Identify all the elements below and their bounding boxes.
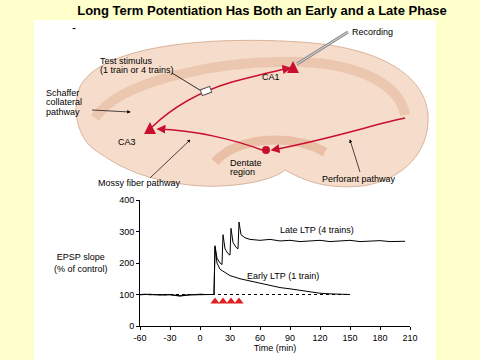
svg-text:100: 100 (119, 290, 134, 300)
svg-text:300: 300 (119, 227, 134, 237)
svg-text:400: 400 (119, 195, 134, 205)
svg-text:150: 150 (342, 333, 357, 343)
svg-text:0: 0 (197, 333, 202, 343)
svg-text:60: 60 (255, 333, 265, 343)
svg-text:200: 200 (119, 258, 134, 268)
svg-text:Test stimulus(1 train or 4 tra: Test stimulus(1 train or 4 trains) (100, 56, 174, 75)
svg-text:120: 120 (312, 333, 327, 343)
svg-text:CA1: CA1 (262, 72, 280, 82)
svg-text:210: 210 (402, 333, 417, 343)
svg-text:Long Term Potentiation Has Bot: Long Term Potentiation Has Both an Early… (77, 3, 447, 18)
svg-text:Early LTP (1 train): Early LTP (1 train) (247, 271, 319, 281)
svg-text:30: 30 (225, 333, 235, 343)
svg-text:-30: -30 (163, 333, 176, 343)
svg-text:EPSP slope(% of control): EPSP slope(% of control) (54, 252, 108, 274)
svg-text:Dentateregion: Dentateregion (230, 158, 262, 177)
svg-text:Late LTP (4 trains): Late LTP (4 trains) (280, 225, 354, 235)
svg-text:Perforant pathway: Perforant pathway (322, 174, 396, 184)
svg-text:Mossy fiber pathway: Mossy fiber pathway (98, 178, 181, 188)
svg-text:CA3: CA3 (118, 137, 136, 147)
svg-text:0: 0 (129, 321, 134, 331)
svg-text:-: - (72, 21, 76, 35)
svg-text:Schaffercollateralpathway: Schaffercollateralpathway (46, 88, 82, 117)
svg-text:90: 90 (285, 333, 295, 343)
svg-text:Time (min): Time (min) (254, 343, 297, 353)
svg-text:Recording: Recording (352, 27, 393, 37)
svg-text:-60: -60 (133, 333, 146, 343)
svg-text:180: 180 (372, 333, 387, 343)
